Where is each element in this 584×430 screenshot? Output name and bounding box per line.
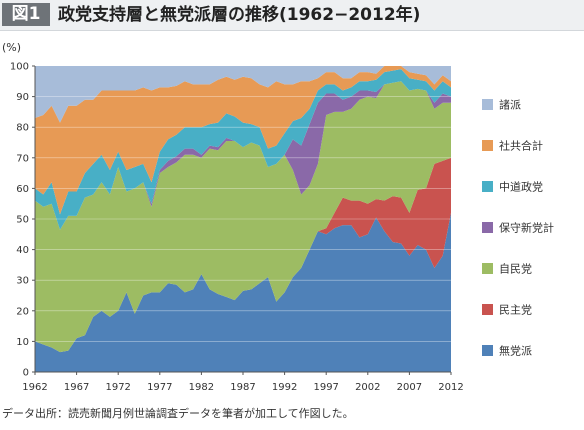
y-tick-label-60: 60 <box>16 184 29 195</box>
chart-title: 政党支持層と無党派層の推移(1962−2012年) <box>58 5 421 25</box>
x-tick-label-2007: 2007 <box>397 382 422 393</box>
area-無党派 <box>35 212 451 372</box>
y-tick-label-40: 40 <box>16 245 29 256</box>
legend-swatch <box>482 263 493 274</box>
y-tick-label-20: 20 <box>16 306 29 317</box>
y-axis-unit: (%) <box>2 41 22 54</box>
x-tick-label-1972: 1972 <box>105 382 130 393</box>
legend-label: 中道政党 <box>499 180 543 194</box>
figure-header: 図1 政党支持層と無党派層の推移(1962−2012年) <box>0 0 584 31</box>
gridlines <box>35 96 451 342</box>
x-tick-label-1982: 1982 <box>189 382 214 393</box>
x-tick-label-2002: 2002 <box>355 382 380 393</box>
x-tick-label-1992: 1992 <box>272 382 297 393</box>
area-社共合計 <box>35 66 451 215</box>
y-tick-label-0: 0 <box>23 368 29 379</box>
y-tick-label-30: 30 <box>16 276 29 287</box>
y-tick-label-90: 90 <box>16 92 29 103</box>
legend-item-中道政党: 中道政党 <box>482 176 543 194</box>
legend-label: 諸派 <box>499 98 521 112</box>
area-中道政党 <box>35 69 451 230</box>
legend-label: 社共合計 <box>499 139 543 153</box>
y-tick-label-80: 80 <box>16 123 29 134</box>
legend-item-諸派: 諸派 <box>482 94 521 112</box>
area-諸派 <box>35 66 451 123</box>
area-layers <box>35 66 451 372</box>
legend-swatch <box>482 345 493 356</box>
y-tick-label-70: 70 <box>16 153 29 164</box>
data-source-note: データ出所：読売新聞月例世論調査データを筆者が加工して作図した。 <box>2 407 354 420</box>
legend-item-社共合計: 社共合計 <box>482 135 543 153</box>
x-tick-label-1967: 1967 <box>64 382 89 393</box>
legend-label: 自民党 <box>499 262 532 276</box>
x-tick-label-2012: 2012 <box>438 382 463 393</box>
x-tick-label-1987: 1987 <box>230 382 255 393</box>
legend-swatch <box>482 140 493 151</box>
legend-swatch <box>482 181 493 192</box>
legend-swatch <box>482 304 493 315</box>
legend-label: 民主党 <box>499 303 532 317</box>
area-民主党 <box>35 157 451 353</box>
area-自民党 <box>35 81 451 353</box>
y-tick-label-100: 100 <box>10 62 29 73</box>
y-tick-label-50: 50 <box>16 215 29 226</box>
x-tick-label-1997: 1997 <box>313 382 338 393</box>
legend-item-民主党: 民主党 <box>482 299 532 317</box>
legend-swatch <box>482 222 493 233</box>
figure-label: 図1 <box>2 3 50 26</box>
x-tick-label-1977: 1977 <box>147 382 172 393</box>
y-tick-label-10: 10 <box>16 337 29 348</box>
legend-item-保守新党計: 保守新党計 <box>482 217 554 235</box>
legend-item-自民党: 自民党 <box>482 258 532 276</box>
legend-label: 無党派 <box>499 344 532 358</box>
x-tick-label-1962: 1962 <box>22 382 47 393</box>
legend-swatch <box>482 99 493 110</box>
legend-label: 保守新党計 <box>499 221 554 235</box>
legend-item-無党派: 無党派 <box>482 340 532 358</box>
